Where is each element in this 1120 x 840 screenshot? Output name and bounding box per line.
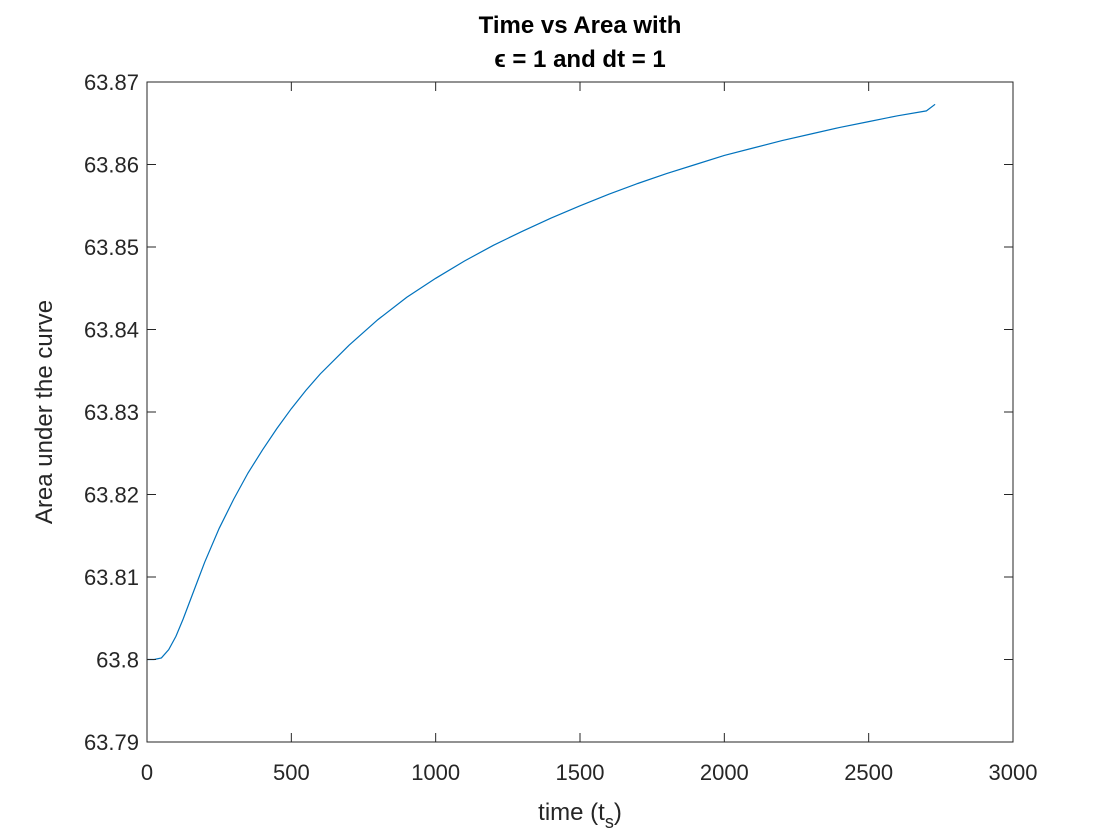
y-tick-label: 63.85 xyxy=(84,235,139,260)
y-tick-label: 63.81 xyxy=(84,565,139,590)
x-axis-label: time (ts) xyxy=(538,799,622,832)
x-tick-label: 2500 xyxy=(844,760,893,785)
y-axis-ticks: 63.79 63.8 63.81 63.82 63.83 63.84 63.85 63.86 6… xyxy=(84,70,1013,755)
x-tick-label: 2000 xyxy=(700,760,749,785)
series-line xyxy=(147,103,936,661)
chart-title-line-1: Time vs Area with xyxy=(479,12,682,39)
axes-background xyxy=(147,82,1013,742)
x-tick-label: 3000 xyxy=(989,760,1038,785)
y-tick-label: 63.86 xyxy=(84,153,139,178)
x-tick-label: 1000 xyxy=(411,760,460,785)
y-tick-label: 63.83 xyxy=(84,400,139,425)
plot-area xyxy=(146,81,1014,743)
chart-title-line-2: ϵ = 1 and dt = 1 xyxy=(494,46,666,73)
y-tick-label: 63.84 xyxy=(84,318,139,343)
y-tick-label: 63.82 xyxy=(84,483,139,508)
x-axis-ticks: 0 500 1000 1500 2000 2500 3000 xyxy=(141,82,1038,785)
y-tick-label: 63.79 xyxy=(84,730,139,755)
y-tick-label: 63.87 xyxy=(84,70,139,95)
x-tick-label: 500 xyxy=(273,760,310,785)
y-tick-label: 63.8 xyxy=(96,648,139,673)
y-axis-label: Area under the curve xyxy=(31,300,58,524)
x-tick-label: 0 xyxy=(141,760,153,785)
x-tick-label: 1500 xyxy=(556,760,605,785)
